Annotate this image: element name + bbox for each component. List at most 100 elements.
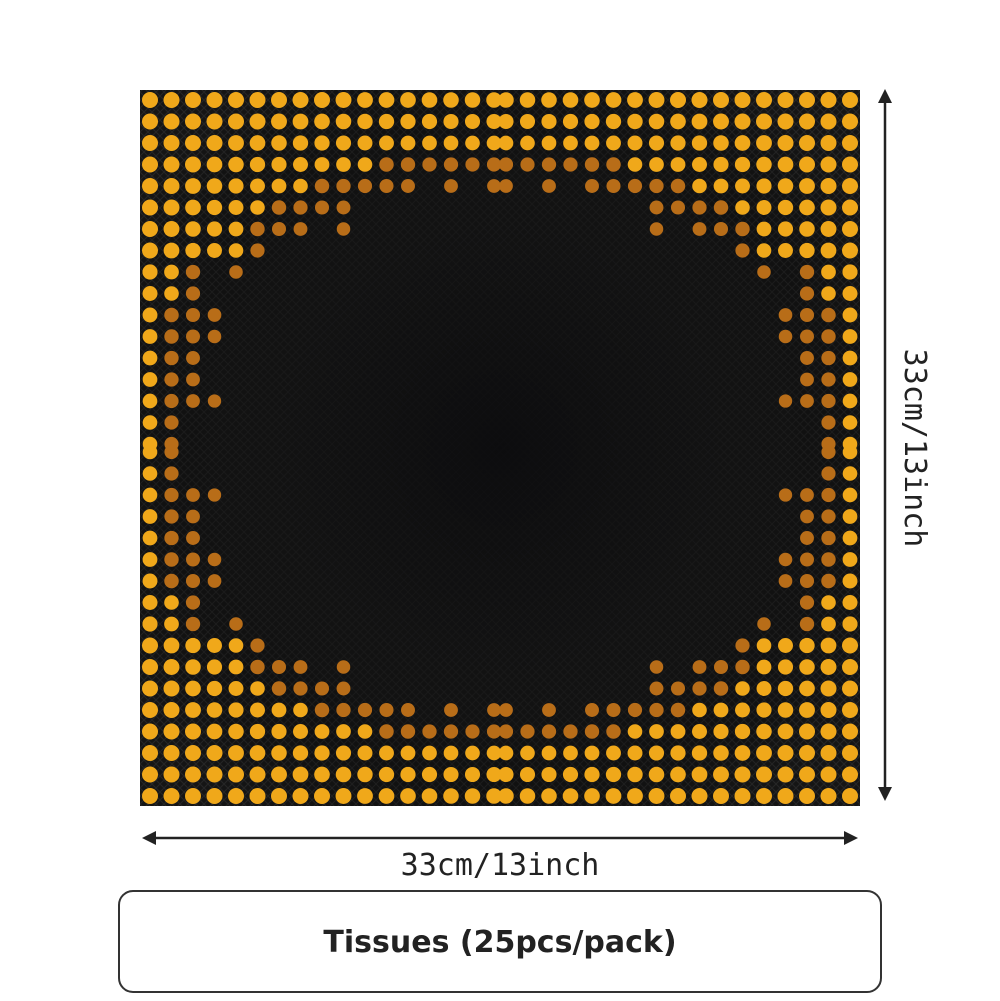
gold-dot [336, 178, 351, 194]
width-arrow [142, 831, 858, 845]
gold-dot [842, 372, 858, 387]
gold-dot [734, 766, 751, 783]
gold-dot [778, 552, 793, 567]
gold-dot [185, 788, 201, 804]
gold-dot [336, 660, 351, 674]
gold-dot [756, 638, 772, 653]
gold-dot [606, 157, 621, 172]
gold-dot [185, 92, 201, 108]
gold-dot [713, 113, 729, 130]
gold-dot [400, 766, 416, 783]
gold-dot [314, 135, 330, 151]
gold-dot [820, 745, 837, 761]
gold-dot [142, 350, 158, 366]
gold-dot [820, 113, 837, 130]
width-label: 33cm/13inch [401, 848, 600, 883]
gold-dot [379, 724, 394, 739]
gold-dot [842, 221, 858, 237]
gold-dot [293, 222, 308, 236]
gold-dot [821, 329, 836, 344]
gold-dot [519, 92, 536, 108]
gold-dot [228, 92, 244, 108]
gold-dot [357, 135, 373, 151]
gold-dot [713, 681, 729, 696]
gold-dot [777, 221, 794, 237]
gold-dot [649, 724, 664, 739]
gold-dot [142, 766, 158, 783]
gold-dot [142, 509, 158, 524]
gold-dot [357, 113, 373, 130]
gold-dot [756, 92, 772, 108]
gold-dot [648, 92, 665, 108]
gold-dot [734, 723, 751, 740]
gold-dot [627, 724, 643, 739]
height-arrow [878, 89, 892, 801]
gold-dot [756, 156, 772, 173]
gold-dot [293, 660, 308, 674]
gold-dot [164, 286, 179, 301]
gold-dot [186, 351, 200, 365]
gold-dot [163, 113, 180, 130]
gold-dot [249, 92, 266, 108]
gold-dot [292, 788, 309, 804]
gold-dot [842, 530, 858, 546]
gold-dot [691, 135, 708, 151]
gold-dot [335, 113, 352, 130]
gold-dot [293, 157, 308, 172]
gold-dot [250, 200, 265, 215]
gold-dot [842, 552, 858, 567]
gold-dot [735, 659, 750, 675]
gold-dot [519, 788, 536, 804]
gold-dot [271, 113, 287, 130]
gold-dot [777, 92, 794, 108]
gold-dot [292, 766, 309, 783]
gold-dot [186, 329, 200, 344]
gold-dot [735, 200, 750, 215]
gold-dot [498, 724, 514, 739]
gold-dot [293, 681, 308, 696]
gold-dot [185, 242, 201, 259]
gold-dot [821, 350, 836, 366]
gold-dot [648, 745, 665, 761]
gold-dot [206, 659, 223, 675]
gold-dot [584, 745, 600, 761]
gold-dot [541, 766, 557, 783]
gold-dot [185, 766, 201, 783]
gold-dot [605, 113, 622, 130]
gold-dot [799, 264, 815, 280]
gold-dot [164, 264, 179, 280]
gold-dot [271, 681, 287, 696]
gold-dot [713, 745, 729, 761]
gold-dot [799, 307, 815, 323]
gold-dot [842, 135, 858, 151]
gold-dot [584, 113, 600, 130]
gold-dot [163, 199, 180, 216]
gold-dot [465, 724, 480, 739]
gold-dot [379, 157, 394, 172]
gold-dot [842, 788, 858, 804]
gold-dot [562, 113, 579, 130]
gold-dot [606, 745, 621, 761]
gold-dot [142, 616, 158, 632]
gold-dot [378, 92, 395, 108]
gold-dot [713, 723, 729, 740]
gold-dot [498, 92, 514, 108]
gold-dot [164, 573, 179, 589]
gold-dot [357, 157, 373, 172]
gold-dot [821, 393, 836, 409]
gold-dot [206, 702, 223, 718]
gold-dot [185, 264, 201, 280]
gold-dot [821, 286, 836, 301]
gold-dot [821, 573, 836, 589]
gold-dot [487, 179, 501, 193]
gold-dot [648, 135, 665, 151]
gold-dot [842, 264, 858, 280]
gold-dot [271, 659, 287, 675]
gold-dot [271, 200, 287, 215]
gold-dot [842, 92, 858, 108]
gold-dot [142, 788, 158, 804]
gold-dot [842, 444, 858, 460]
gold-dot [821, 444, 836, 460]
gold-dot [379, 745, 394, 761]
gold-dot [271, 156, 287, 173]
